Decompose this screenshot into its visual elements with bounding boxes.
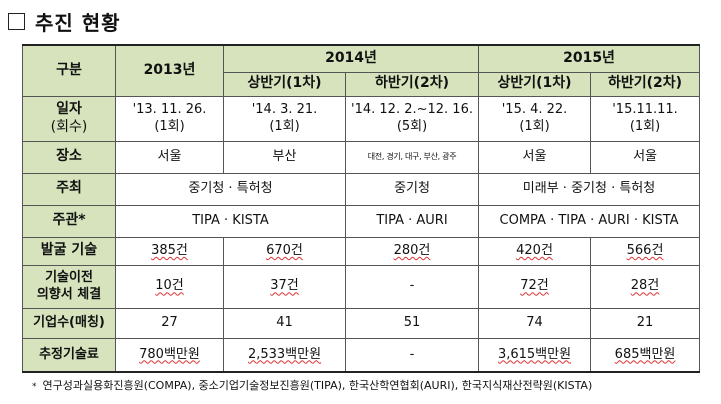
row-discovered: 발굴 기술 385건 670건 280건 420건 566건 (22, 236, 701, 266)
cell-fee-2013: 780백만원 (115, 337, 224, 373)
cell-discovered-2015-h2: 566건 (590, 236, 701, 266)
cell-discovered-2014-h2: 280건 (344, 236, 480, 266)
row-label-fee: 추정기술료 (22, 337, 116, 373)
header-row-halves: 상반기(1차) 하반기(2차) 상반기(1차) 하반기(2차) (23, 71, 701, 97)
cell-loi-2015-h1: 72건 (478, 264, 592, 309)
cell-companies-2015-h1: 74 (478, 307, 592, 339)
section-heading: 추진 현황 (8, 6, 121, 36)
row-organizer: 주관* TIPA · KISTA TIPA · AURI COMPA · TIP… (22, 204, 701, 238)
header-2015-h2: 하반기(2차) (590, 71, 701, 97)
cell-companies-2014-h2: 51 (344, 307, 480, 339)
row-host: 주최 중기청 · 특허청 중기청 미래부 · 중기청 · 특허청 (22, 172, 701, 206)
row-label-loi: 기술이전 의향서 체결 (22, 264, 116, 309)
cell-loi-2014-h2: - (344, 264, 480, 309)
cell-fee-2014-h2: - (344, 337, 480, 373)
row-date: 일자 (회수) '13. 11. 26. (1회) '14. 3. 21. (1회)… (22, 95, 701, 142)
cell-date-2013: '13. 11. 26. (1회) (115, 95, 224, 142)
header-category: 구분 (22, 44, 116, 97)
cell-organizer-2015: COMPA · TIPA · AURI · KISTA (478, 204, 701, 238)
cell-place-2014-h2: 대전, 경기, 대구, 부산, 광주 (344, 140, 480, 174)
cell-organizer-2013-2014h1: TIPA · KISTA (115, 204, 346, 238)
cell-place-2015-h2: 서울 (590, 140, 701, 174)
cell-organizer-2014-h2: TIPA · AURI (344, 204, 480, 238)
cell-date-2014-h1: '14. 3. 21. (1회) (223, 95, 346, 142)
row-fee: 추정기술료 780백만원 2,533백만원 - 3,615백만원 685백만원 (22, 337, 701, 373)
row-label-date: 일자 (회수) (22, 95, 116, 142)
cell-discovered-2014-h1: 670건 (223, 236, 346, 266)
checkbox-square-icon (8, 12, 25, 30)
cell-discovered-2013: 385건 (115, 236, 224, 266)
cell-place-2014-h1: 부산 (223, 140, 346, 174)
cell-date-2014-h2: '14. 12. 2.~12. 16. (5회) (344, 95, 480, 142)
footnote-mark: * (32, 382, 37, 392)
cell-host-2015: 미래부 · 중기청 · 특허청 (478, 172, 701, 206)
cell-host-2014-h2: 중기청 (344, 172, 480, 206)
footnote: * 연구성과실용화진흥원(COMPA), 중소기업기술정보진흥원(TIPA), 한… (32, 377, 592, 393)
cell-fee-2015-h1: 3,615백만원 (478, 337, 592, 373)
section-title: 추진 현황 (35, 10, 121, 35)
cell-place-2015-h1: 서울 (478, 140, 592, 174)
row-label-organizer: 주관* (22, 204, 116, 238)
status-table: 구분 2013년 2014년 2015년 상반기(1차) 하반기(2차) 상반기… (22, 44, 701, 373)
row-loi: 기술이전 의향서 체결 10건 37건 - 72건 28건 (22, 264, 701, 309)
cell-loi-2015-h2: 28건 (590, 264, 701, 309)
row-label-companies: 기업수(매칭) (22, 307, 116, 339)
header-2015-h1: 상반기(1차) (478, 71, 592, 97)
cell-host-2013-2014h1: 중기청 · 특허청 (115, 172, 346, 206)
cell-companies-2014-h1: 41 (223, 307, 346, 339)
header-year-2014: 2014년 (222, 44, 480, 73)
cell-companies-2015-h2: 21 (590, 307, 701, 339)
cell-fee-2015-h2: 685백만원 (590, 337, 701, 373)
header-2014-h1: 상반기(1차) (223, 71, 346, 97)
cell-loi-2014-h1: 37건 (223, 264, 346, 309)
row-companies: 기업수(매칭) 27 41 51 74 21 (22, 307, 701, 339)
header-2014-h2: 하반기(2차) (344, 71, 480, 97)
footnote-text: 연구성과실용화진흥원(COMPA), 중소기업기술정보진흥원(TIPA), 한국… (42, 379, 593, 392)
cell-companies-2013: 27 (115, 307, 224, 339)
cell-place-2013: 서울 (115, 140, 224, 174)
cell-discovered-2015-h1: 420건 (478, 236, 592, 266)
header-row-years: 구분 2013년 2014년 2015년 (22, 44, 701, 97)
row-label-place: 장소 (22, 140, 116, 174)
row-place: 장소 서울 부산 대전, 경기, 대구, 부산, 광주 서울 서울 (22, 140, 701, 174)
cell-date-2015-h1: '15. 4. 22. (1회) (478, 95, 592, 142)
cell-date-2015-h2: '15.11.11. (1회) (590, 95, 701, 142)
header-year-2015: 2015년 (478, 44, 701, 73)
row-label-host: 주최 (22, 172, 116, 206)
cell-loi-2013: 10건 (115, 264, 224, 309)
cell-fee-2014-h1: 2,533백만원 (223, 337, 346, 373)
header-year-2013: 2013년 (115, 44, 224, 97)
row-label-discovered: 발굴 기술 (22, 236, 116, 266)
